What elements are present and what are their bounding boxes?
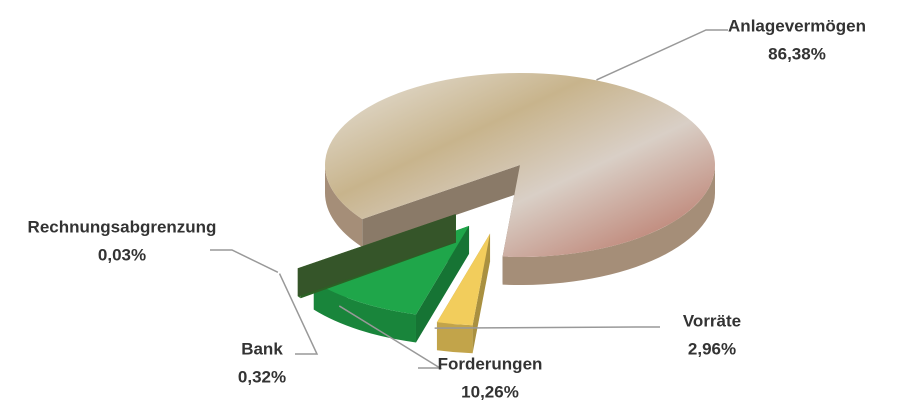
slice-label: Bank xyxy=(241,339,283,358)
slice-label: Rechnungsabgrenzung xyxy=(28,217,217,236)
leader-line xyxy=(596,30,728,80)
slice-value: 86,38% xyxy=(768,44,826,63)
slice-value: 0,03% xyxy=(98,245,146,264)
slice-value: 0,32% xyxy=(238,367,286,386)
slice-side xyxy=(437,322,473,353)
slice-value: 10,26% xyxy=(461,382,519,401)
slice-label: Forderungen xyxy=(438,354,543,373)
slice-value: 2,96% xyxy=(688,339,736,358)
chart: Anlagevermögen 86,38% Vorräte 2,96% Forderun… xyxy=(0,0,910,403)
slice-label: Anlagevermögen xyxy=(728,16,866,35)
leader-line xyxy=(210,250,278,272)
slice-label: Vorräte xyxy=(683,311,741,330)
